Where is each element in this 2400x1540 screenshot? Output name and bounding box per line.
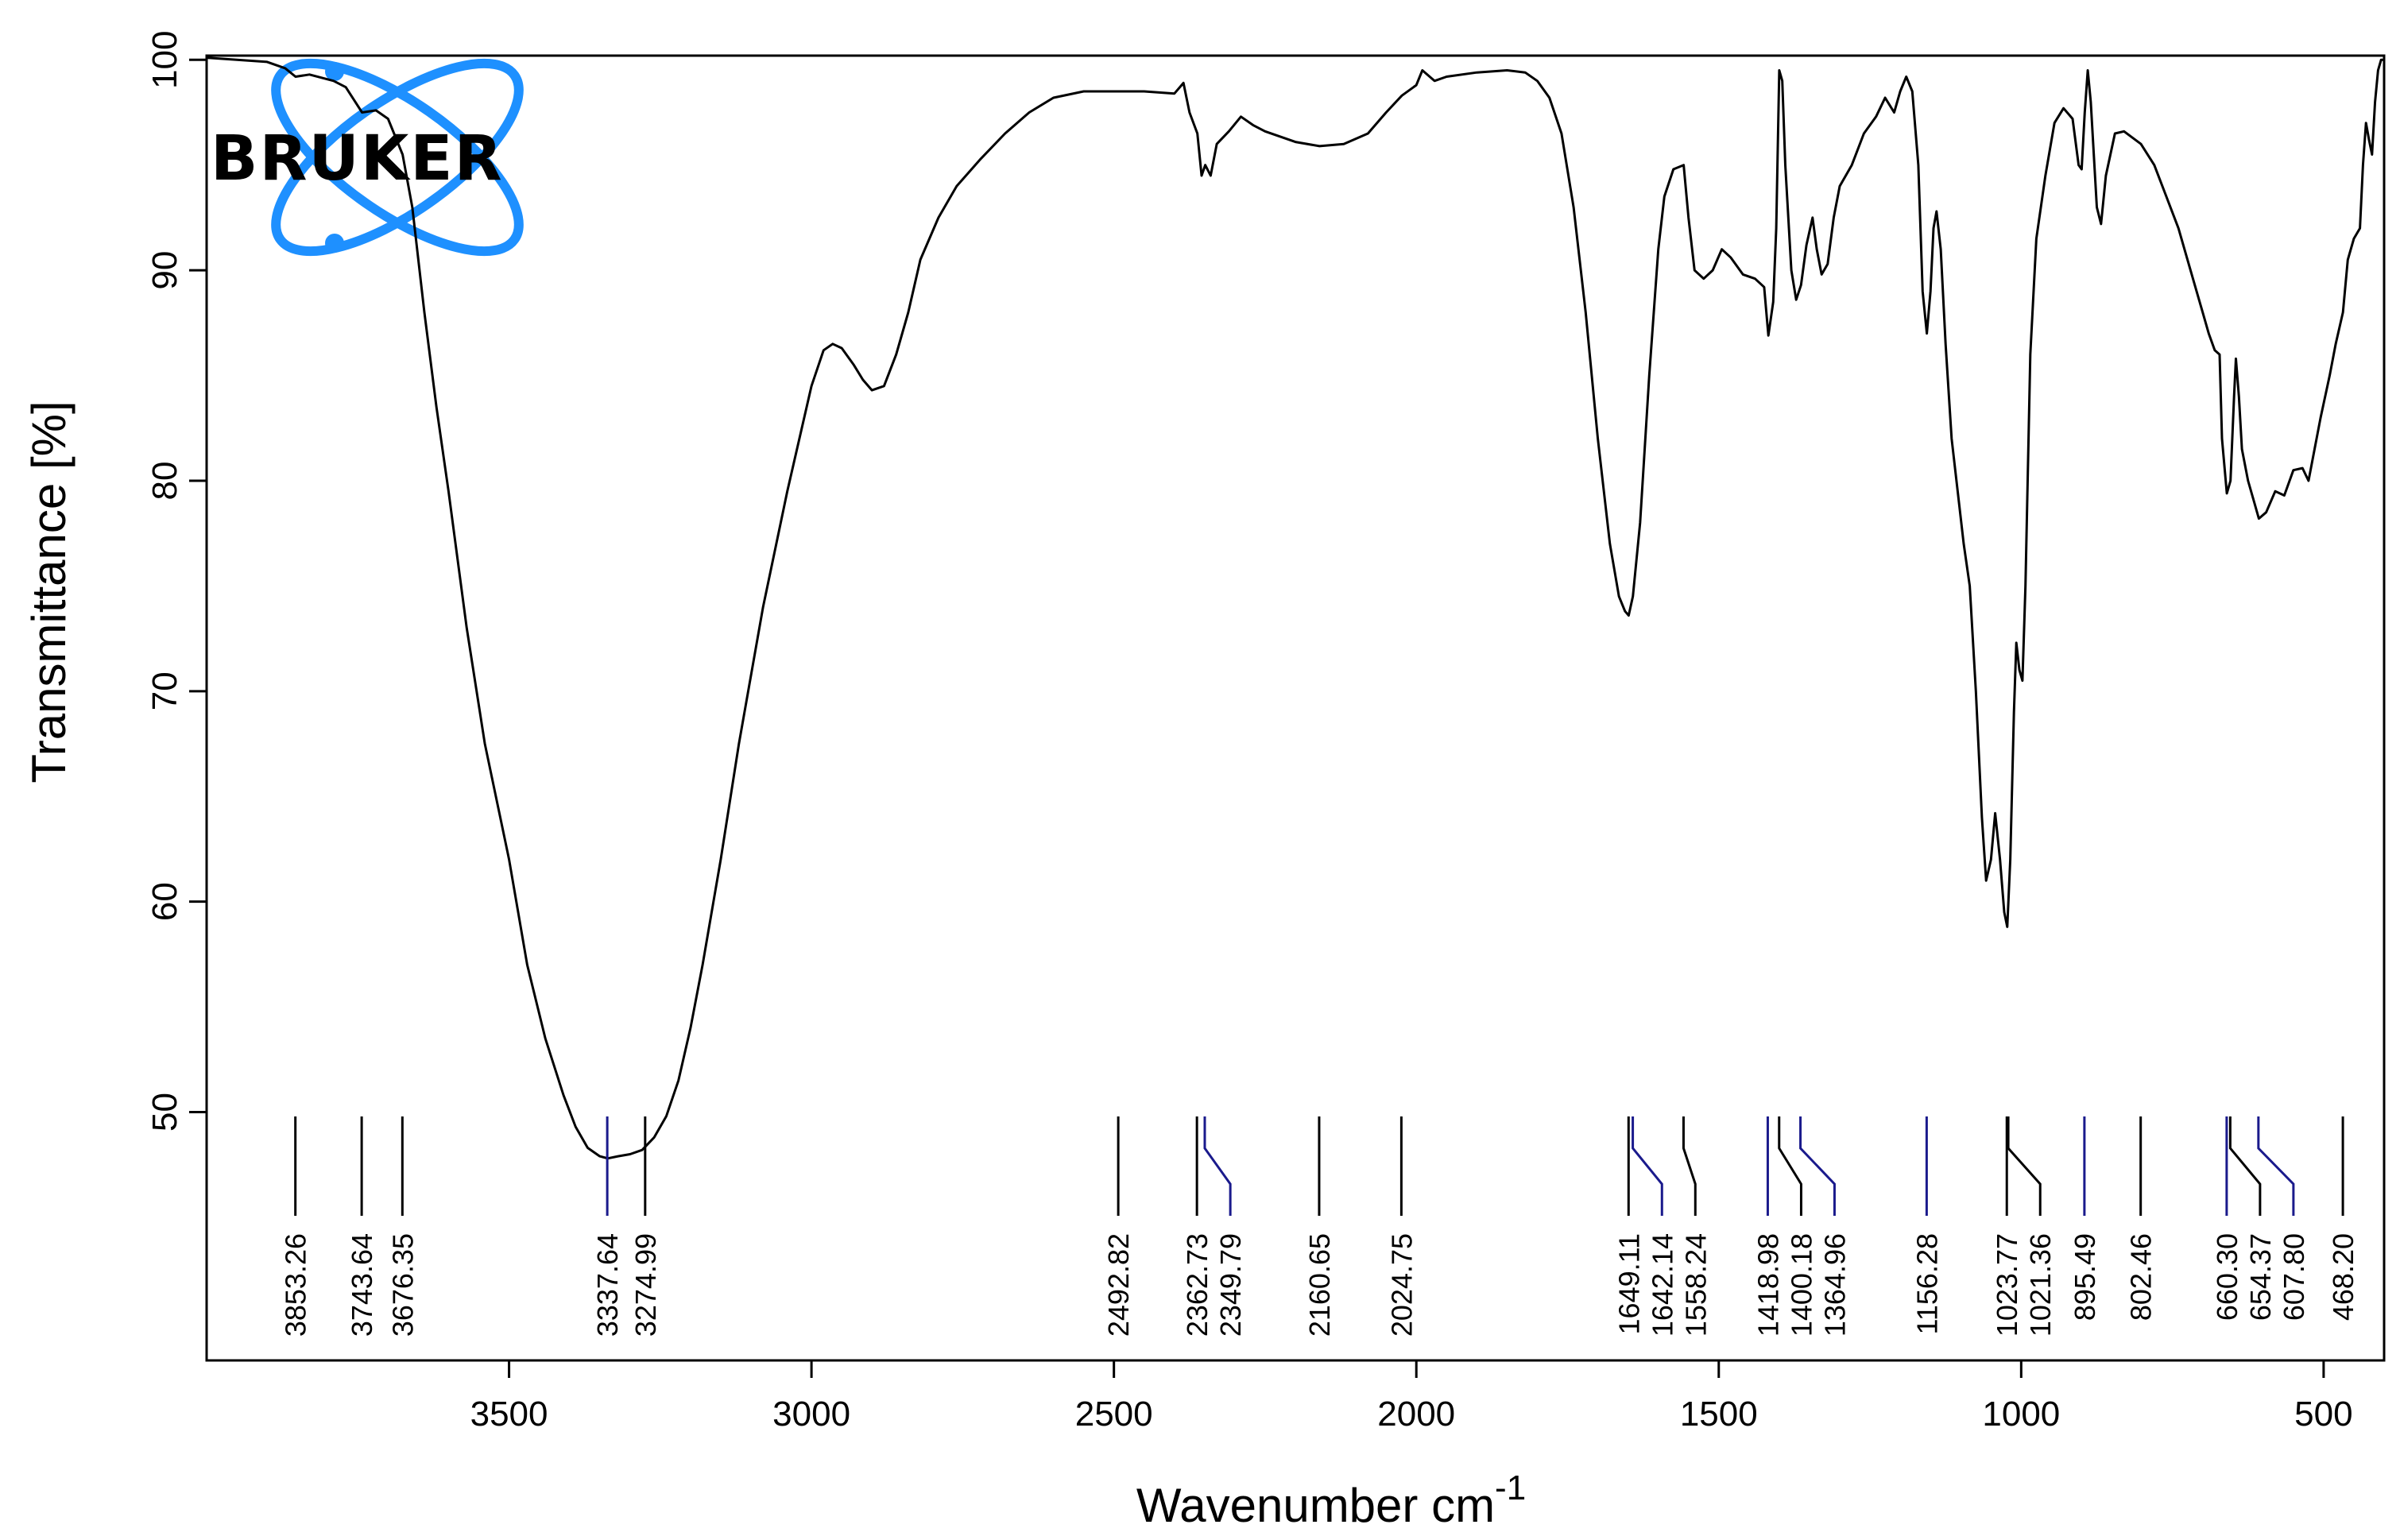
- x-axis-title-superscript: -1: [1495, 1468, 1526, 1507]
- logo-text: BRUKER: [211, 123, 504, 195]
- x-tick-label: 500: [2294, 1395, 2352, 1434]
- peak-markers: 3853.26 3743.64 3676.35 3337.64 3274.99 2492.…: [280, 1116, 2359, 1337]
- y-tick-label: 60: [145, 882, 184, 921]
- y-tick-label: 100: [145, 31, 184, 89]
- peak-label: 1021.36: [2024, 1233, 2057, 1337]
- peak-label: 1364.96: [1818, 1233, 1851, 1337]
- peak-label: 2362.73: [1181, 1233, 1214, 1337]
- x-tick-label: 3500: [470, 1395, 548, 1434]
- peak-label: 3743.64: [346, 1233, 378, 1337]
- x-tick-label: 1000: [1982, 1395, 2060, 1434]
- peak-label: 2024.75: [1385, 1233, 1418, 1337]
- peak-label: 607.80: [2278, 1233, 2310, 1321]
- x-axis: 3500 3000 2500 2000 1500 1000 500: [470, 1360, 2353, 1434]
- peak-marker-line: [1778, 1116, 1802, 1216]
- peak-label: 802.46: [2125, 1233, 2158, 1321]
- y-tick-label: 70: [145, 671, 184, 710]
- peak-label: 654.37: [2244, 1233, 2277, 1321]
- peak-label: 468.20: [2327, 1233, 2359, 1321]
- peak-marker-line: [1799, 1116, 1836, 1216]
- peak-label: 2160.65: [1303, 1233, 1336, 1337]
- x-axis-title-text: Wavenumber cm: [1136, 1479, 1495, 1532]
- y-axis-title: Transmittance [%]: [22, 400, 75, 783]
- x-tick-label: 2500: [1075, 1395, 1153, 1434]
- peak-label: 3853.26: [280, 1233, 312, 1337]
- peak-marker-line: [2257, 1116, 2295, 1216]
- peak-marker-line: [1682, 1116, 1697, 1216]
- y-axis: 50 60 70 80 90 100: [145, 31, 207, 1132]
- y-tick-label: 90: [145, 251, 184, 290]
- logo-atom-dot-icon: [325, 62, 344, 81]
- peak-label: 3337.64: [591, 1233, 624, 1337]
- logo-atom-dot-icon: [325, 234, 344, 253]
- y-tick-label: 80: [145, 461, 184, 500]
- peak-label: 1023.77: [1991, 1233, 2023, 1337]
- peak-marker-line: [1632, 1116, 1663, 1216]
- x-axis-title: Wavenumber cm-1: [1136, 1468, 1526, 1532]
- peak-label: 1558.24: [1679, 1233, 1712, 1337]
- peak-marker-line: [1203, 1116, 1232, 1216]
- y-tick-label: 50: [145, 1093, 184, 1132]
- x-tick-label: 3000: [772, 1395, 850, 1434]
- peak-label: 660.30: [2211, 1233, 2243, 1321]
- peak-label: 1418.98: [1752, 1233, 1784, 1337]
- peak-label: 1649.11: [1612, 1233, 1645, 1334]
- plot-frame: [205, 54, 2386, 1362]
- peak-label: 1642.14: [1646, 1233, 1678, 1337]
- spectrum-line: [206, 56, 2384, 1160]
- peak-marker-line: [2007, 1116, 2042, 1216]
- peak-label: 3676.35: [386, 1233, 419, 1337]
- peak-label: 1400.18: [1785, 1233, 1817, 1337]
- logo-orbit-icon: [271, 58, 524, 257]
- x-tick-label: 1500: [1680, 1395, 1758, 1434]
- peak-marker-line: [2228, 1116, 2262, 1216]
- peak-label: 1156.28: [1910, 1233, 1943, 1334]
- peak-label: 895.49: [2069, 1233, 2101, 1321]
- peak-label: 3274.99: [629, 1233, 662, 1337]
- x-tick-label: 2000: [1377, 1395, 1455, 1434]
- peak-label: 2492.82: [1102, 1233, 1135, 1337]
- peak-label: 2349.79: [1214, 1233, 1247, 1337]
